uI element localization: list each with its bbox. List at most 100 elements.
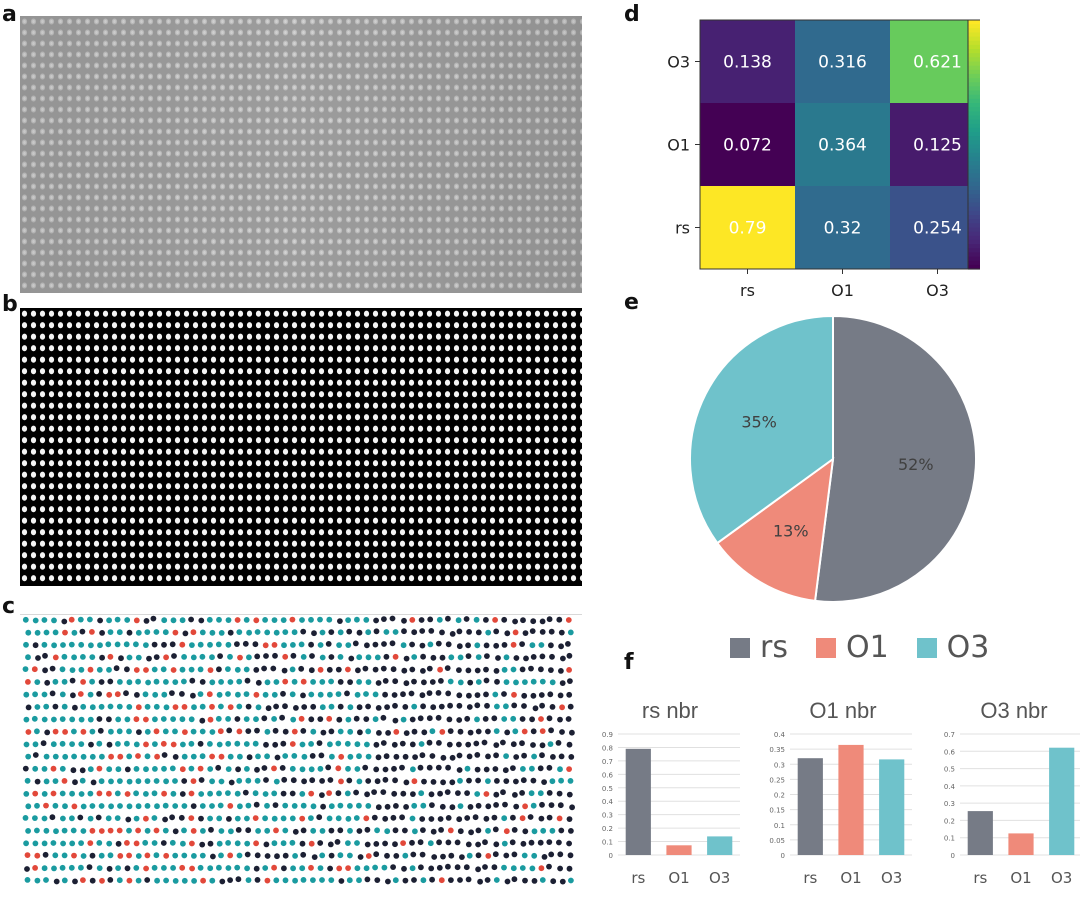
atom-dot [98, 778, 105, 785]
atom-dot [191, 853, 197, 859]
atom-dot [428, 816, 435, 822]
atom-dot [530, 742, 536, 748]
atom-dot [520, 777, 527, 784]
atom-dot [225, 840, 232, 846]
atom-dot [353, 815, 360, 821]
atom-dot [347, 679, 353, 685]
atom-dot [455, 617, 462, 624]
atom-dot [411, 654, 418, 660]
atom-dot [456, 628, 463, 635]
atom-dot [512, 618, 518, 625]
atom-dot [143, 618, 150, 624]
atom-dot [364, 876, 371, 883]
legend-item-rs: rs [730, 630, 788, 665]
atom-dot [262, 791, 269, 797]
atom-dot [41, 840, 48, 847]
atom-dot [161, 691, 168, 698]
atom-dot [253, 691, 260, 698]
atom-dot [510, 865, 517, 872]
atom-dot [225, 617, 232, 623]
atom-dot [161, 865, 167, 871]
colorbar-segment [968, 239, 980, 245]
atom-dot [108, 803, 114, 810]
atom-dot [466, 777, 472, 784]
atom-dot [43, 802, 49, 809]
atom-dot [115, 716, 122, 723]
atom-dot [281, 865, 287, 872]
x-tick-label: O1 [831, 281, 854, 300]
atom-dot [169, 839, 176, 846]
atom-dot [124, 716, 131, 723]
atom-dot [188, 740, 195, 747]
atom-dot [355, 667, 361, 674]
atom-dot [34, 802, 40, 809]
panel-label-e: e [624, 290, 639, 315]
atom-dot [271, 716, 277, 722]
atom-dot [356, 654, 363, 661]
atom-dot [300, 692, 306, 699]
atom-dot [364, 841, 371, 848]
atom-dot [449, 631, 456, 637]
atom-dot [527, 814, 534, 820]
atom-dot [43, 629, 50, 636]
atom-dot [308, 641, 314, 648]
atom-dot [374, 778, 381, 785]
atom-dot [310, 679, 316, 685]
atom-dot [291, 678, 298, 685]
atom-dot [262, 617, 268, 623]
atom-dot [237, 753, 243, 760]
atom-dot [399, 764, 405, 771]
atom-dot [107, 877, 114, 883]
atom-dot [493, 877, 500, 883]
legend-label-O3: O3 [946, 630, 990, 665]
atom-dot [402, 827, 408, 834]
atom-dot [117, 803, 123, 809]
atom-dot [338, 878, 345, 884]
colorbar-segment [968, 44, 980, 50]
colorbar-segment [968, 82, 980, 87]
atom-dot [354, 741, 361, 748]
atom-dot [530, 692, 537, 699]
atom-dot [336, 865, 343, 872]
atom-dot [135, 629, 142, 636]
atom-dot [559, 680, 566, 686]
atom-dot [300, 628, 307, 635]
atom-dot [475, 827, 482, 834]
atom-dot [199, 803, 206, 809]
atom-dot [172, 704, 179, 710]
atom-dot [317, 642, 324, 648]
atom-dot [301, 704, 308, 710]
atom-dot [200, 828, 206, 834]
atom-dot [234, 641, 240, 647]
atom-dot [25, 704, 32, 711]
atom-dot [70, 827, 77, 834]
atom-dot [427, 616, 434, 623]
atom-dot [308, 616, 314, 623]
atom-dot [246, 754, 253, 761]
atom-dot [345, 840, 351, 846]
colorbar-segment [968, 223, 980, 229]
bar-chart-rs-nbr: 0.9 0.8 0.7 0.6 0.5 0.4 0.3 0.2 0.1 0 rs O1 O3 [602, 731, 740, 887]
atom-dot [227, 679, 234, 685]
atom-dot [346, 628, 353, 635]
atom-dot [41, 617, 48, 623]
atom-dot [467, 729, 474, 736]
atom-dot [289, 741, 296, 747]
atom-dot [163, 852, 170, 859]
atom-dot [466, 692, 472, 699]
atom-dot [335, 666, 342, 673]
phase-fraction-pie: 52% 13% 35% [690, 314, 977, 603]
atom-dot [492, 766, 499, 772]
atom-dot [411, 728, 418, 735]
atom-dot [22, 666, 29, 672]
atom-dot [135, 778, 142, 785]
atom-dot [521, 692, 528, 699]
atom-dot [383, 753, 390, 760]
atom-dot [106, 865, 113, 872]
atom-dot [253, 617, 260, 624]
atom-dot [253, 716, 259, 723]
atom-dot [282, 877, 289, 884]
atom-dot [190, 803, 197, 809]
atom-dot [401, 617, 407, 624]
atom-dot [483, 791, 490, 797]
